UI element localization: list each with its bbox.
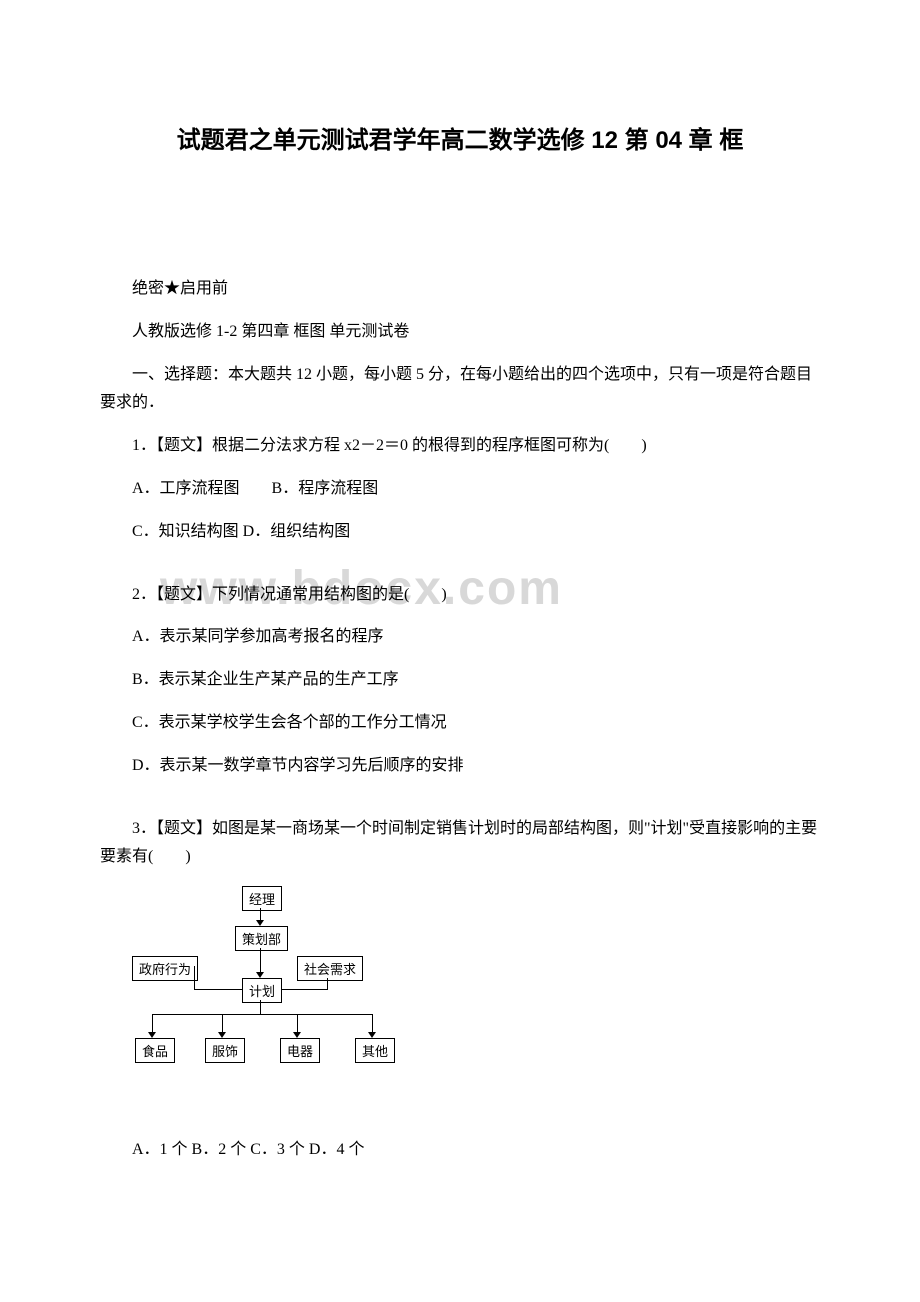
q1-opt-ab: A．工序流程图 B．程序流程图	[100, 475, 820, 504]
subtitle: 人教版选修 1-2 第四章 框图 单元测试卷	[100, 318, 820, 347]
q2-stem: 2．【题文】下列情况通常用结构图的是( )	[100, 581, 820, 610]
q1-opt-cd: C．知识结构图 D．组织结构图	[100, 518, 820, 547]
q3-opts: A．1 个 B．2 个 C．3 个 D．4 个	[100, 1136, 820, 1165]
node-other: 其他	[355, 1038, 395, 1063]
node-clothing: 服饰	[205, 1038, 245, 1063]
node-appliance: 电器	[280, 1038, 320, 1063]
q2-opt-a: A．表示某同学参加高考报名的程序	[100, 623, 820, 652]
node-planning-dept: 策划部	[235, 926, 288, 951]
node-plan: 计划	[242, 978, 282, 1003]
q2-opt-c: C．表示某学校学生会各个部的工作分工情况	[100, 709, 820, 738]
instructions: 一、选择题：本大题共 12 小题，每小题 5 分，在每小题给出的四个选项中，只有…	[100, 361, 820, 419]
secret-line: 绝密★启用前	[100, 275, 820, 304]
node-manager: 经理	[242, 886, 282, 911]
q2-opt-b: B．表示某企业生产某产品的生产工序	[100, 666, 820, 695]
q2-opt-d: D．表示某一数学章节内容学习先后顺序的安排	[100, 752, 820, 781]
page-title: 试题君之单元测试君学年高二数学选修 12 第 04 章 框	[100, 120, 820, 155]
q3-stem: 3．【题文】如图是某一商场某一个时间制定销售计划时的局部结构图，则"计划"受直接…	[100, 815, 820, 873]
structure-diagram: 经理 策划部 政府行为 社会需求 计划	[132, 886, 412, 1106]
node-social: 社会需求	[297, 956, 363, 981]
q1-stem: 1．【题文】根据二分法求方程 x2－2＝0 的根得到的程序框图可称为( )	[100, 432, 820, 461]
node-gov: 政府行为	[132, 956, 198, 981]
node-food: 食品	[135, 1038, 175, 1063]
